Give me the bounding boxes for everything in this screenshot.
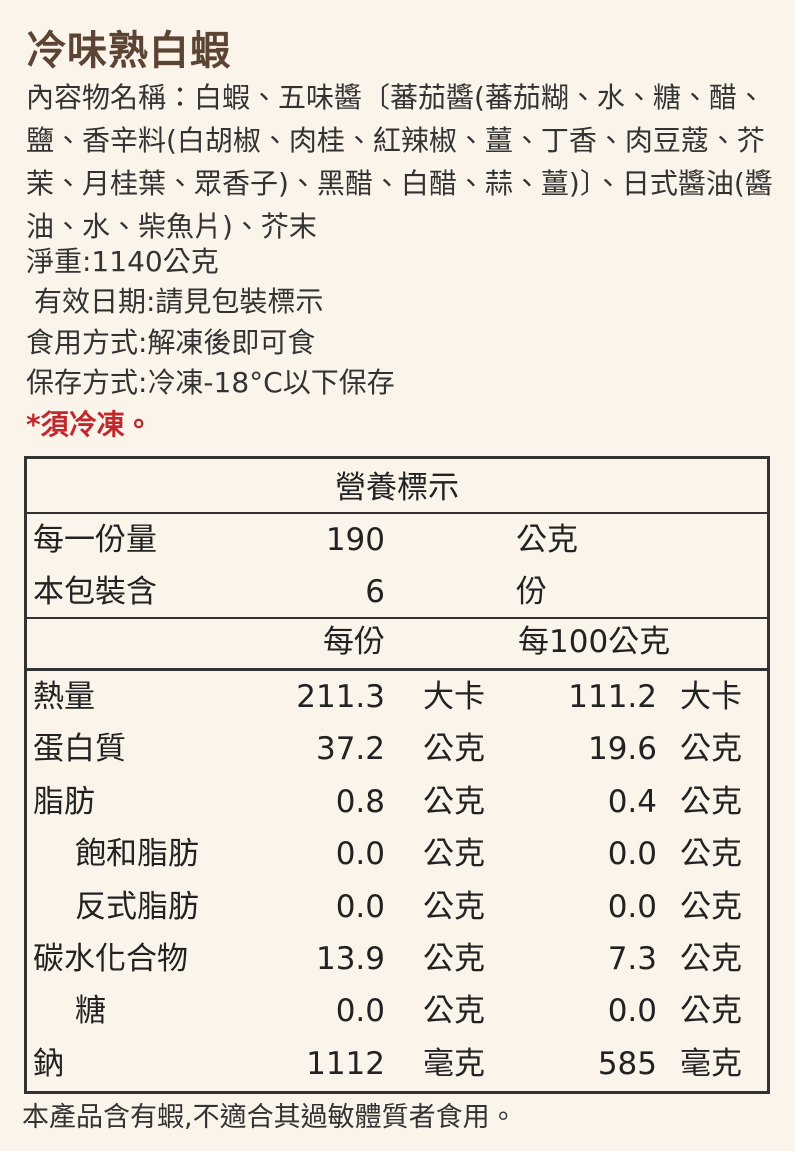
value: 0.4 [607,783,657,820]
unit: 公克 [680,731,742,768]
allergen-note: 本產品含有蝦,不適合其過敏體質者食用。 [22,1102,517,1133]
value: 0.8 [335,783,385,820]
unit: 公克 [423,993,485,1030]
value: 111.2 [568,679,657,715]
unit: 毫克 [423,1045,485,1082]
nutrition-table: 營養標示 每一份量 190 公克 本包裝含 6 份每份 每100公克 熱量 211.3 大卡 111.… [24,456,770,1094]
value: 0.0 [335,993,385,1030]
unit: 大卡 [680,679,742,715]
row-label: 蛋白質 [33,731,126,768]
value: 19.6 [587,731,657,768]
value: 1112 [306,1045,385,1082]
row-label: 熱量 [33,679,95,715]
unit: 公克 [516,522,578,558]
value: 585 [597,1045,657,1082]
row-label: 脂肪 [33,783,95,820]
value: 7.3 [607,941,657,977]
value: 0.0 [335,836,385,873]
row-label: 碳水化合物 [33,941,188,977]
value: 13.9 [315,941,385,977]
unit: 公克 [680,993,742,1030]
value: 211.3 [296,679,385,715]
unit: 公克 [423,836,485,873]
row-label: 每一份量 [33,522,157,558]
row-label: 鈉 [33,1045,64,1082]
value: 190 [325,522,385,558]
value: 0.0 [607,836,657,873]
value: 37.2 [315,731,385,768]
row-label: 反式脂肪 [75,888,199,925]
value: 0.0 [335,888,385,925]
row-label: 糖 [75,993,106,1030]
unit: 公克 [423,941,485,977]
divider [27,512,767,514]
value: 0.0 [607,993,657,1030]
unit: 份 [516,574,547,610]
unit: 大卡 [423,679,485,715]
unit: 公克 [680,783,742,820]
ingredients: 內容物名稱：白蝦、五味醬〔蕃茄醬(蕃茄糊、水、糖、醋、鹽、香辛料(白胡椒、肉桂、… [26,81,773,243]
expiry: 有效日期:請見包裝標示 [34,285,324,318]
column-header: 每100公克 [518,624,671,660]
unit: 公克 [680,888,742,925]
unit: 公克 [423,783,485,820]
row-label: 本包裝含 [33,574,157,610]
unit: 公克 [680,941,742,977]
warning: *須冷凍。 [26,408,153,441]
unit: 公克 [680,836,742,873]
usage: 食用方式:解凍後即可食 [26,326,316,359]
product-title: 冷味熟白蝦 [26,28,231,74]
divider [27,668,767,671]
table-title: 營養標示 [335,470,459,506]
value: 0.0 [607,888,657,925]
unit: 毫克 [680,1045,742,1082]
divider [27,617,767,619]
unit: 公克 [423,731,485,768]
value: 6 [365,574,385,610]
row-label: 飽和脂肪 [75,836,199,873]
net-weight: 淨重:1140公克 [26,245,219,278]
column-header: 每份 [323,624,385,660]
unit: 公克 [423,888,485,925]
storage: 保存方式:冷凍-18°C以下保存 [26,366,395,399]
